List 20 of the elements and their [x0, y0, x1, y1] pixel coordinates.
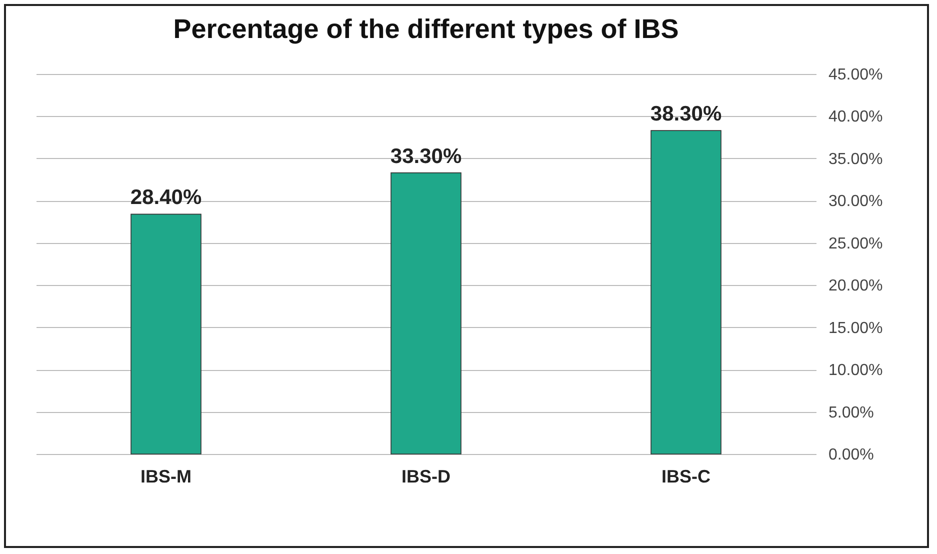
y-tick-label: 15.00%: [828, 320, 883, 337]
y-tick-label: 20.00%: [828, 278, 883, 295]
y-tick-label: 5.00%: [828, 404, 874, 422]
bar: [130, 214, 202, 454]
y-tick-label: 40.00%: [828, 108, 883, 126]
y-tick-label: 45.00%: [828, 66, 883, 84]
y-tick-label: 0.00%: [828, 446, 874, 464]
y-tick-label: 30.00%: [828, 193, 883, 210]
data-label: 33.30%: [390, 144, 462, 168]
bar: [390, 172, 462, 454]
data-label: 28.40%: [130, 186, 202, 210]
y-tick-label: 35.00%: [828, 150, 883, 168]
chart-title: Percentage of the different types of IBS: [173, 14, 679, 44]
y-tick-label: 10.00%: [828, 362, 883, 380]
y-tick-label: 25.00%: [828, 235, 883, 252]
data-label: 38.30%: [650, 102, 722, 126]
x-tick-label: IBS-M: [140, 466, 192, 486]
x-tick-label: IBS-C: [662, 466, 710, 486]
x-tick-label: IBS-D: [402, 466, 450, 486]
bar: [650, 130, 722, 454]
